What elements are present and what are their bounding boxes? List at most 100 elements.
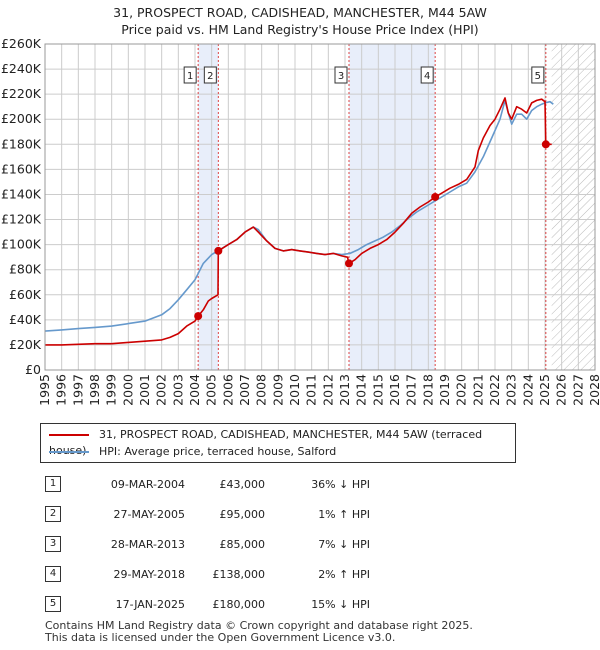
y-tick-label: £120K <box>1 212 42 227</box>
x-tick-label: 2005 <box>204 374 219 406</box>
sale-hpi-diff: 1% ↑ HPI <box>318 508 370 521</box>
chart-legend: 31, PROSPECT ROAD, CADISHEAD, MANCHESTER… <box>40 423 516 463</box>
y-axis-ticks: £0 £20K £40K £60K £80K £100K £120K £140K £160K £1… <box>1 36 42 377</box>
legend-item-property: 31, PROSPECT ROAD, CADISHEAD, MANCHESTER… <box>49 427 515 457</box>
legend-swatch-property <box>49 434 89 436</box>
x-tick-label: 2015 <box>370 374 385 406</box>
x-tick-label: 2000 <box>120 374 135 406</box>
sale-hpi-diff: 7% ↓ HPI <box>318 538 370 551</box>
sale-date: 28-MAR-2013 <box>110 538 185 551</box>
y-tick-label: £160K <box>1 161 42 176</box>
x-tick-label: 2007 <box>237 374 252 406</box>
x-tick-label: 2024 <box>520 374 535 406</box>
y-tick-label: £200K <box>1 111 42 126</box>
x-tick-label: 2023 <box>504 374 519 406</box>
sale-label-number: 3 <box>338 71 344 82</box>
sale-marker-box: 4 <box>45 566 61 582</box>
y-tick-label: £80K <box>9 262 42 277</box>
sale-label-number: 5 <box>535 71 541 82</box>
sale-price: £95,000 <box>219 508 266 521</box>
x-tick-label: 2022 <box>487 374 502 406</box>
x-tick-label: 2017 <box>404 374 419 406</box>
plot-border <box>44 43 596 371</box>
table-row: 1 09-MAR-2004 £43,000 36% ↓ HPI <box>0 476 600 498</box>
y-tick-label: £100K <box>1 237 42 252</box>
table-row: 3 28-MAR-2013 £85,000 7% ↓ HPI <box>0 536 600 558</box>
table-row: 2 27-MAY-2005 £95,000 1% ↑ HPI <box>0 506 600 528</box>
x-tick-label: 1999 <box>104 374 119 406</box>
x-tick-label: 2016 <box>387 374 402 406</box>
y-tick-label: £140K <box>1 186 42 201</box>
sale-period-shading <box>198 44 436 370</box>
sale-points <box>194 140 550 321</box>
x-tick-label: 2020 <box>454 374 469 406</box>
sale-label-number: 4 <box>424 71 430 82</box>
x-tick-label: 2021 <box>470 374 485 406</box>
y-tick-label: £240K <box>1 61 42 76</box>
sale-hpi-diff: 15% ↓ HPI <box>311 598 370 611</box>
x-tick-label: 2006 <box>220 374 235 406</box>
table-row: 4 29-MAY-2018 £138,000 2% ↑ HPI <box>0 566 600 588</box>
y-tick-label: £180K <box>1 136 42 151</box>
footer-copyright: Contains HM Land Registry data © Crown c… <box>45 619 473 632</box>
sale-point-4 <box>431 192 440 201</box>
x-tick-label: 1998 <box>87 374 102 406</box>
sale-date: 29-MAY-2018 <box>113 568 185 581</box>
sale-price: £138,000 <box>212 568 266 581</box>
table-row: 5 17-JAN-2025 £180,000 15% ↓ HPI <box>0 596 600 618</box>
legend-label-hpi: HPI: Average price, terraced house, Salf… <box>99 445 337 458</box>
sale-label-box <box>334 66 348 84</box>
x-tick-label: 2026 <box>554 374 569 406</box>
sale-price: £85,000 <box>219 538 266 551</box>
x-tick-label: 2012 <box>320 374 335 406</box>
x-tick-label: 2001 <box>137 374 152 406</box>
sale-marker-box: 5 <box>45 596 61 612</box>
x-tick-label: 2027 <box>570 374 585 406</box>
series-lines <box>45 97 554 346</box>
chart-title: 31, PROSPECT ROAD, CADISHEAD, MANCHESTER… <box>113 5 487 20</box>
x-tick-label: 1995 <box>37 374 52 406</box>
sale-point-3 <box>345 259 353 268</box>
x-tick-label: 2008 <box>254 374 269 406</box>
sale-label-box <box>420 66 434 84</box>
y-tick-label: £20K <box>9 337 42 352</box>
x-tick-label: 2019 <box>437 374 452 406</box>
sale-hpi-diff: 36% ↓ HPI <box>311 478 370 491</box>
x-tick-label: 2018 <box>420 374 435 406</box>
sale-price: £180,000 <box>212 598 266 611</box>
x-tick-label: 2025 <box>537 374 552 406</box>
legend-swatch-hpi <box>49 451 89 453</box>
gridlines <box>44 43 596 371</box>
sale-point-1 <box>194 312 203 321</box>
sale-hpi-diff: 2% ↑ HPI <box>318 568 370 581</box>
y-tick-label: £220K <box>1 86 42 101</box>
sale-label-number: 1 <box>187 71 193 82</box>
y-tick-label: £40K <box>9 312 42 327</box>
x-tick-label: 1996 <box>54 374 69 406</box>
sale-marker-box: 3 <box>45 536 61 552</box>
sale-point-5 <box>541 140 550 149</box>
sale-number-labels: 1 2 3 4 5 <box>183 66 545 84</box>
x-tick-label: 2004 <box>187 374 202 406</box>
legend-label-property: 31, PROSPECT ROAD, CADISHEAD, MANCHESTER… <box>49 428 483 457</box>
y-tick-label: £260K <box>1 36 42 51</box>
y-tick-label: £60K <box>9 287 42 302</box>
sale-label-box <box>183 66 197 84</box>
x-tick-label: 1997 <box>70 374 85 406</box>
footer-licence: This data is licensed under the Open Gov… <box>45 631 396 644</box>
sale-label-number: 2 <box>207 71 213 82</box>
sale-label-box <box>531 66 545 84</box>
sale-label-box <box>203 66 217 84</box>
sale-point-2 <box>214 246 223 255</box>
shaded-range <box>198 44 219 370</box>
sale-date: 27-MAY-2005 <box>113 508 185 521</box>
x-tick-label: 2013 <box>337 374 352 406</box>
sale-marker-box: 2 <box>45 506 61 522</box>
sale-date: 09-MAR-2004 <box>110 478 185 491</box>
x-tick-label: 2009 <box>270 374 285 406</box>
sale-date: 17-JAN-2025 <box>115 598 185 611</box>
x-tick-label: 2002 <box>154 374 169 406</box>
x-tick-label: 2028 <box>587 374 600 406</box>
hpi-line <box>45 99 554 332</box>
